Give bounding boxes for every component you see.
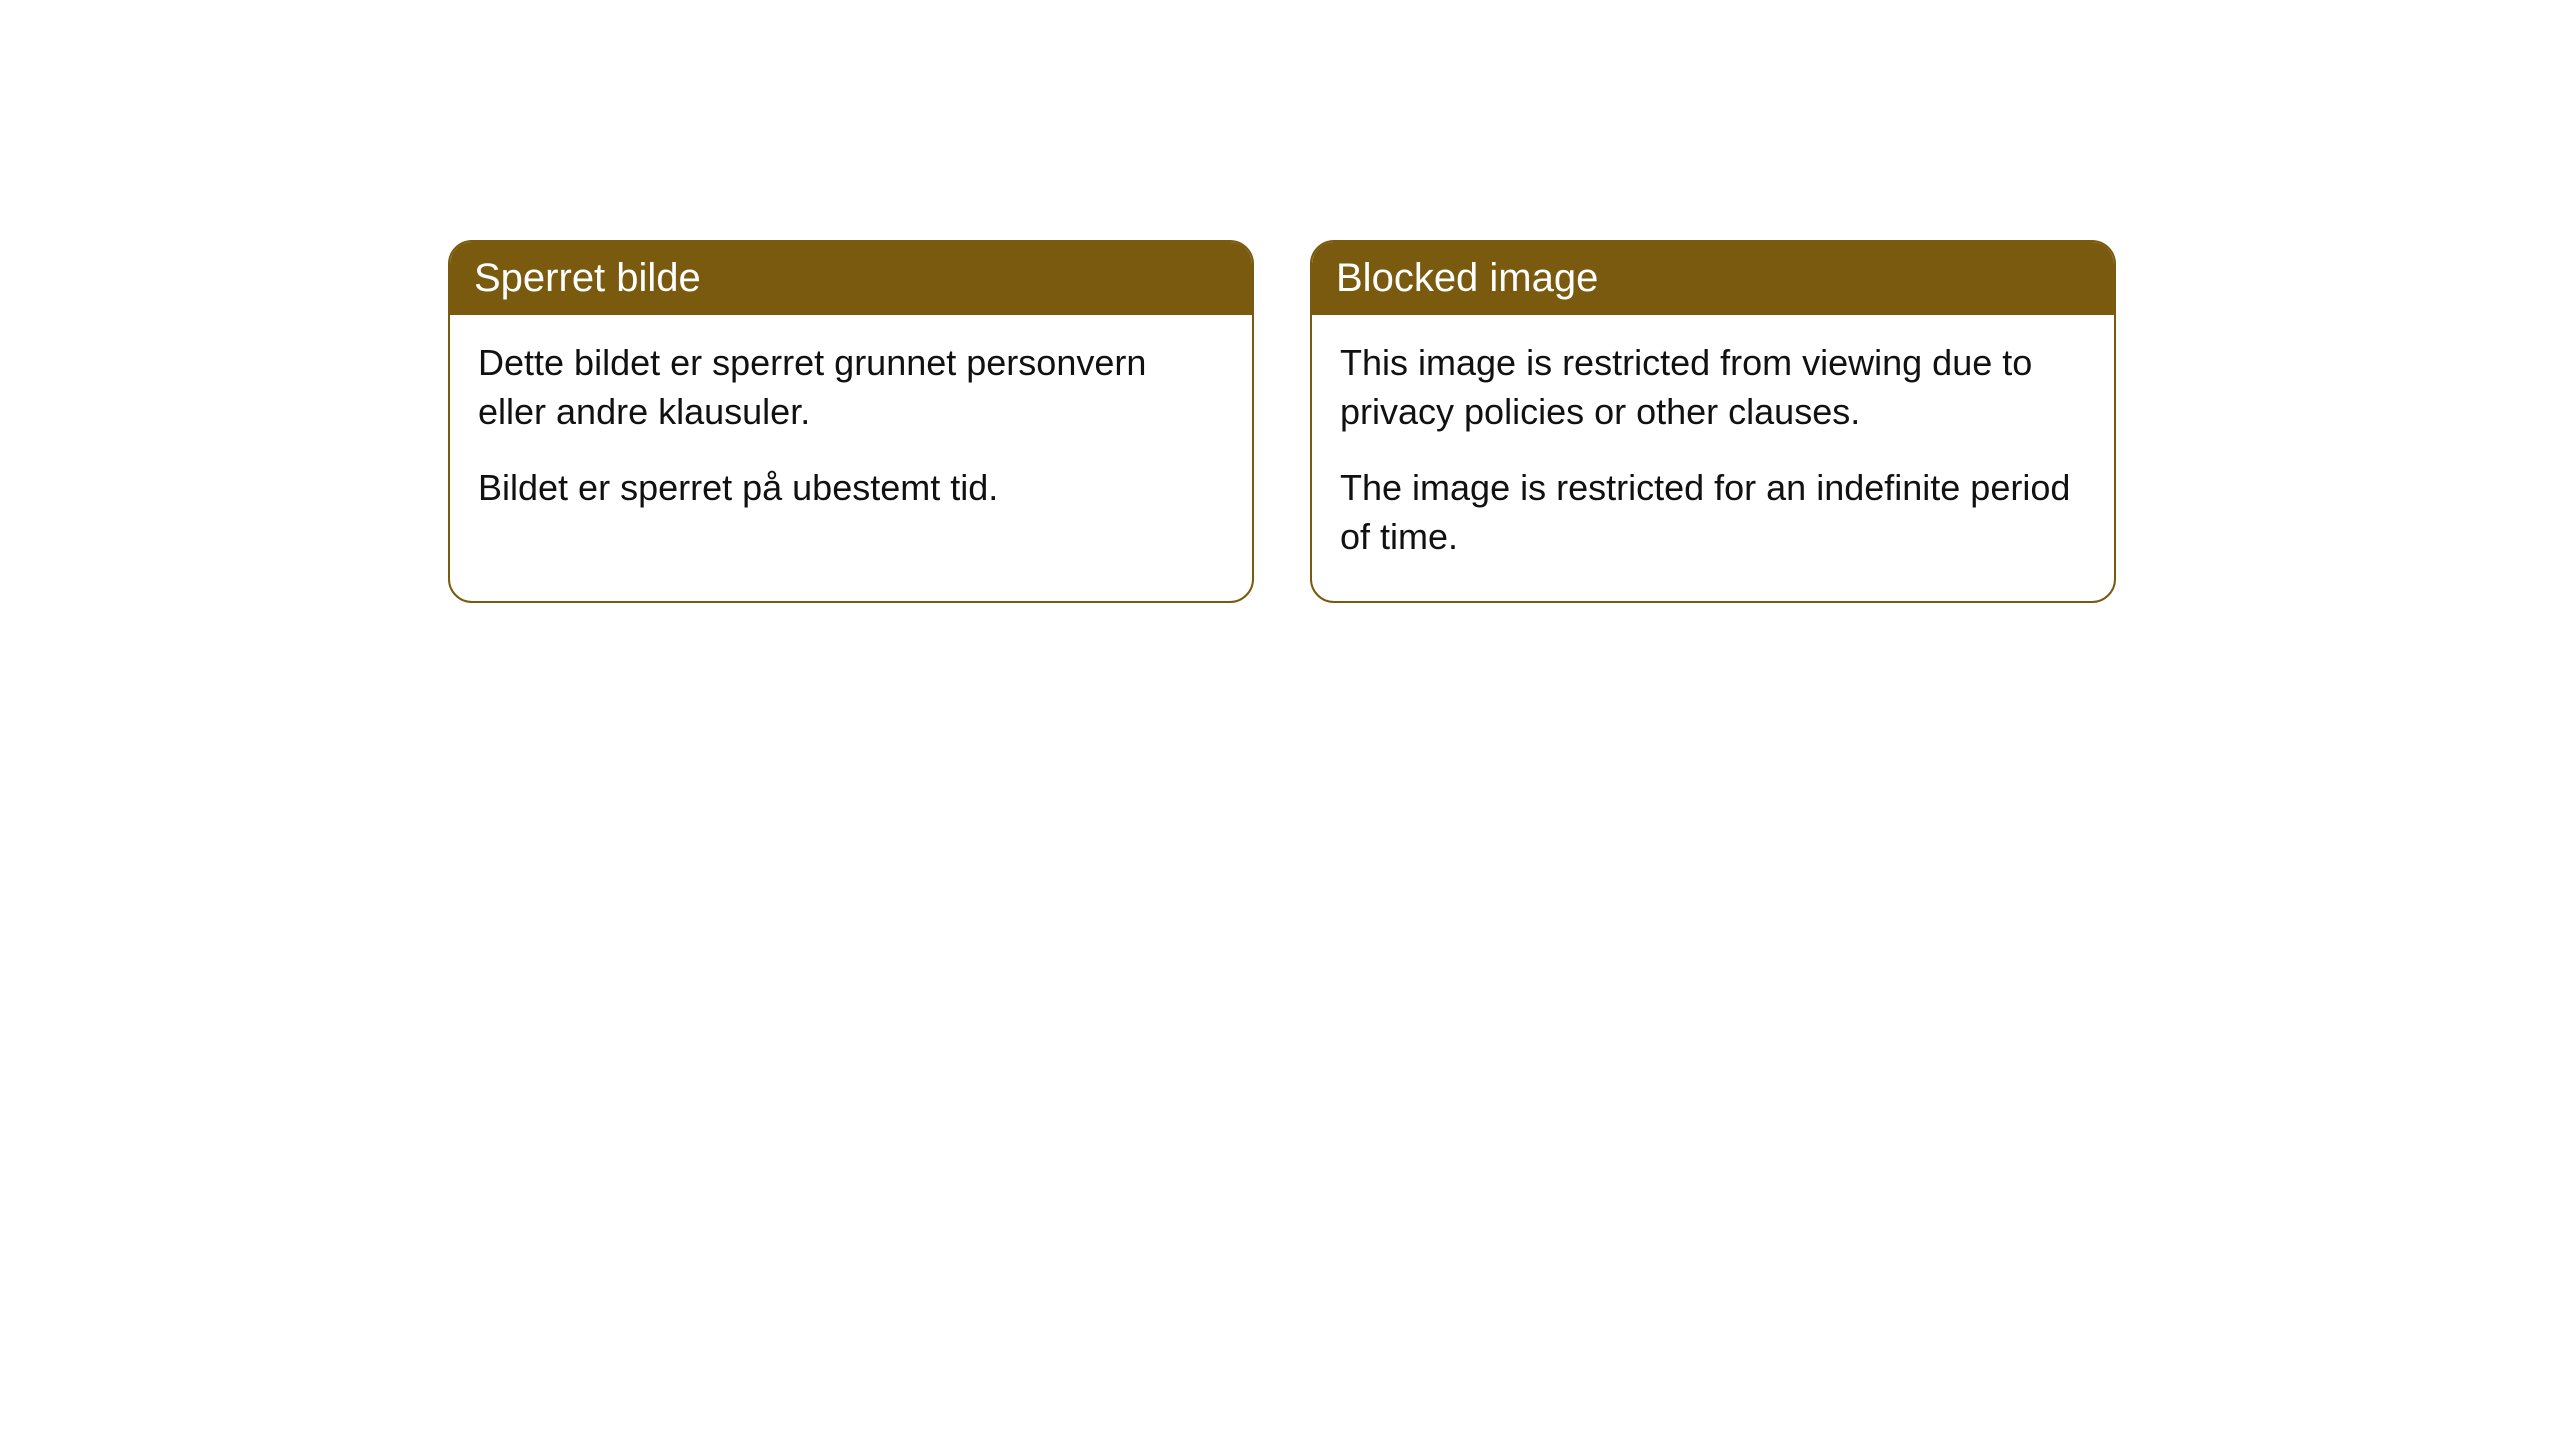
card-body-no: Dette bildet er sperret grunnet personve… [450,315,1252,553]
card-title-en: Blocked image [1336,256,1598,300]
card-paragraph-1-no: Dette bildet er sperret grunnet personve… [478,339,1224,436]
blocked-image-card-en: Blocked image This image is restricted f… [1310,240,2116,603]
card-header-no: Sperret bilde [450,242,1252,315]
card-paragraph-2-en: The image is restricted for an indefinit… [1340,464,2086,561]
card-body-en: This image is restricted from viewing du… [1312,315,2114,601]
card-paragraph-2-no: Bildet er sperret på ubestemt tid. [478,464,1224,513]
blocked-image-card-no: Sperret bilde Dette bildet er sperret gr… [448,240,1254,603]
card-header-en: Blocked image [1312,242,2114,315]
notice-cards-container: Sperret bilde Dette bildet er sperret gr… [448,240,2560,603]
card-title-no: Sperret bilde [474,256,701,300]
card-paragraph-1-en: This image is restricted from viewing du… [1340,339,2086,436]
